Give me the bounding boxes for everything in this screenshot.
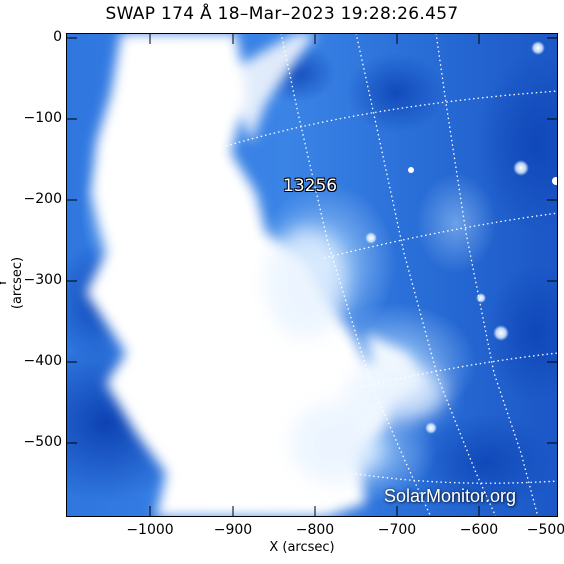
x-tick-label: −900 — [213, 522, 253, 538]
bright-point — [408, 167, 414, 173]
x-tick-label: −800 — [295, 522, 335, 538]
y-tick-label: −200 — [23, 191, 62, 207]
y-tick-label: −100 — [23, 110, 62, 126]
dark-region — [346, 53, 446, 133]
bright-region — [416, 173, 496, 273]
solar-image-panel: 13256 SolarMonitor.org — [66, 33, 558, 517]
bright-point — [365, 232, 377, 244]
watermark: SolarMonitor.org — [384, 486, 517, 506]
bright-point — [513, 160, 529, 176]
x-tick-label: −1000 — [126, 522, 174, 538]
y-tick-label: −500 — [23, 434, 62, 450]
x-tick-label: −500 — [526, 522, 564, 538]
x-tick-label: −600 — [459, 522, 499, 538]
bright-point — [476, 293, 486, 303]
bright-point — [493, 325, 509, 341]
active-region-label: 13256 — [283, 176, 338, 196]
y-tick-label: −400 — [23, 353, 62, 369]
image-title: SWAP 174 Å 18–Mar–2023 19:28:26.457 — [105, 4, 459, 24]
bright-point — [531, 41, 545, 55]
bright-point — [425, 422, 437, 434]
y-tick-label: 0 — [53, 29, 62, 45]
solar-image — [66, 33, 558, 517]
x-axis-label: X (arcsec) — [269, 540, 335, 555]
x-tick-label: −700 — [377, 522, 417, 538]
y-tick-label: −300 — [23, 272, 62, 288]
y-axis-label: Y (arcsec) — [0, 256, 25, 310]
